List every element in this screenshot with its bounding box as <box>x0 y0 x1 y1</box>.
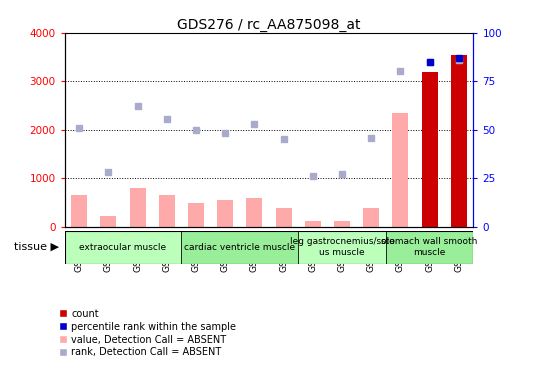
Title: GDS276 / rc_AA875098_at: GDS276 / rc_AA875098_at <box>177 18 361 32</box>
Bar <box>451 55 467 227</box>
Bar <box>334 221 350 227</box>
Text: extraocular muscle: extraocular muscle <box>80 243 167 251</box>
Bar <box>159 195 175 227</box>
FancyBboxPatch shape <box>65 231 181 264</box>
Bar <box>363 208 379 227</box>
Text: stomach wall smooth
muscle: stomach wall smooth muscle <box>381 237 478 257</box>
FancyBboxPatch shape <box>386 231 473 264</box>
Bar <box>100 216 116 227</box>
Text: tissue ▶: tissue ▶ <box>14 242 59 252</box>
FancyBboxPatch shape <box>181 231 298 264</box>
Bar <box>246 198 263 227</box>
Bar <box>305 221 321 227</box>
Bar <box>422 72 437 227</box>
Bar <box>451 55 467 227</box>
Bar <box>275 209 292 227</box>
Bar <box>188 203 204 227</box>
Legend: count, percentile rank within the sample, value, Detection Call = ABSENT, rank, : count, percentile rank within the sample… <box>59 309 236 358</box>
Bar <box>392 113 408 227</box>
Bar <box>217 200 233 227</box>
Bar <box>71 195 87 227</box>
Text: leg gastrocnemius/sole
us muscle: leg gastrocnemius/sole us muscle <box>289 237 394 257</box>
Text: cardiac ventricle muscle: cardiac ventricle muscle <box>184 243 295 251</box>
Bar <box>130 188 146 227</box>
FancyBboxPatch shape <box>298 231 386 264</box>
Bar <box>422 72 437 227</box>
